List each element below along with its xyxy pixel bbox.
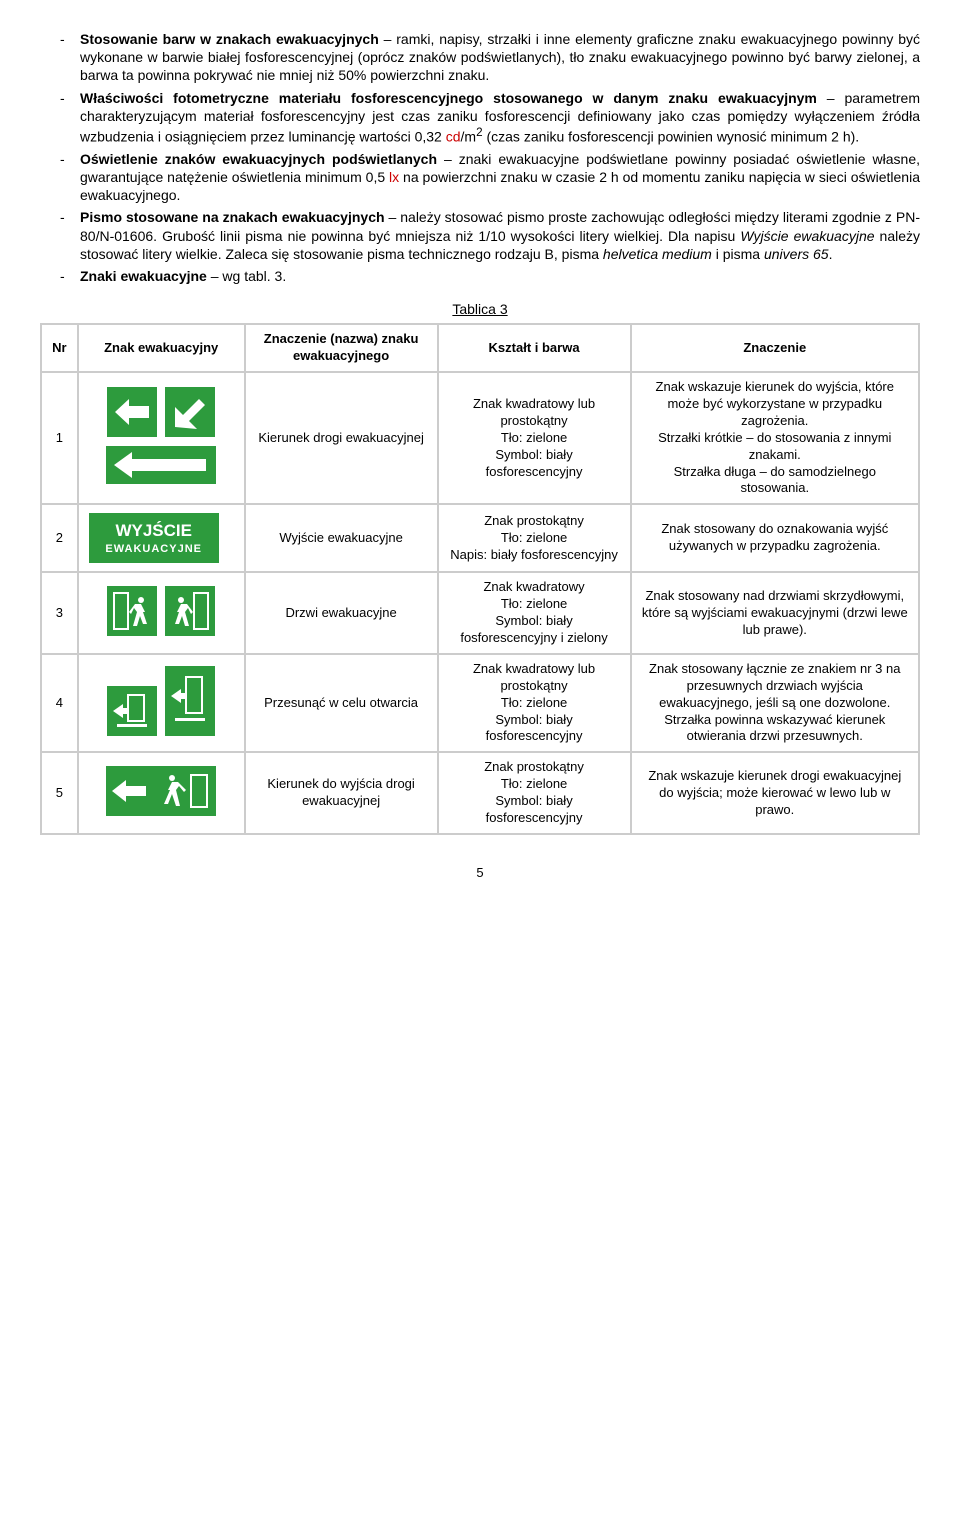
cell-name: Drzwi ewakuacyjne bbox=[246, 573, 437, 653]
cell-nr: 1 bbox=[42, 373, 77, 503]
th-nr: Nr bbox=[42, 325, 77, 371]
bullet-dash: - bbox=[60, 89, 80, 146]
table-header-row: Nr Znak ewakuacyjny Znaczenie (nazwa) zn… bbox=[42, 325, 918, 371]
cell-meaning: Znak stosowany do oznakowania wyjść używ… bbox=[632, 505, 918, 571]
bullet-title: Stosowanie barw w znakach ewakuacyjnych bbox=[80, 31, 379, 47]
bullet-item: - Znaki ewakuacyjne – wg tabl. 3. bbox=[60, 267, 920, 285]
italic-text: helvetica medium bbox=[603, 246, 712, 262]
cell-sign bbox=[79, 655, 244, 751]
table-row: 2 WYJŚCIE EWAKUACYJNE Wyjście ewakuacyjn… bbox=[42, 505, 918, 571]
table-row: 5 Kierunek do wyjścia drogi ewakuacyjnej… bbox=[42, 753, 918, 833]
italic-text: univers 65 bbox=[764, 246, 829, 262]
cell-meaning: Znak wskazuje kierunek drogi ewakuacyjne… bbox=[632, 753, 918, 833]
bullet-body: Stosowanie barw w znakach ewakuacyjnych … bbox=[80, 30, 920, 85]
door-right-sign bbox=[165, 586, 215, 636]
exit-direction-sign bbox=[106, 766, 216, 816]
th-shape: Kształt i barwa bbox=[439, 325, 630, 371]
arrow-diag-sign bbox=[165, 387, 215, 437]
bullet-title: Właściwości fotometryczne materiału fosf… bbox=[80, 90, 817, 106]
cell-nr: 3 bbox=[42, 573, 77, 653]
unit-cd: cd bbox=[446, 129, 461, 145]
slide-rect-sign bbox=[165, 666, 215, 736]
bullet-list: - Stosowanie barw w znakach ewakuacyjnyc… bbox=[40, 30, 920, 285]
bullet-item: - Stosowanie barw w znakach ewakuacyjnyc… bbox=[60, 30, 920, 85]
cell-meaning: Znak stosowany nad drzwiami skrzydłowymi… bbox=[632, 573, 918, 653]
bullet-text: /m bbox=[461, 129, 477, 145]
bullet-text: i pisma bbox=[712, 246, 764, 262]
bullet-title: Oświetlenie znaków ewakuacyjnych podświe… bbox=[80, 151, 437, 167]
cell-name: Wyjście ewakuacyjne bbox=[246, 505, 437, 571]
bullet-body: Właściwości fotometryczne materiału fosf… bbox=[80, 89, 920, 146]
bullet-dash: - bbox=[60, 30, 80, 85]
cell-meaning: Znak stosowany łącznie ze znakiem nr 3 n… bbox=[632, 655, 918, 751]
wyjscie-sign: WYJŚCIE EWAKUACYJNE bbox=[89, 513, 219, 563]
bullet-dash: - bbox=[60, 150, 80, 205]
bullet-dash: - bbox=[60, 267, 80, 285]
cell-name: Kierunek drogi ewakuacyjnej bbox=[246, 373, 437, 503]
bullet-item: - Pismo stosowane na znakach ewakuacyjny… bbox=[60, 208, 920, 263]
cell-shape: Znak prostokątnyTło: zieloneSymbol: biał… bbox=[439, 753, 630, 833]
cell-sign: WYJŚCIE EWAKUACYJNE bbox=[79, 505, 244, 571]
cell-name: Kierunek do wyjścia drogi ewakuacyjnej bbox=[246, 753, 437, 833]
bullet-title: Znaki ewakuacyjne bbox=[80, 268, 207, 284]
th-name: Znaczenie (nazwa) znaku ewakuacyjnego bbox=[246, 325, 437, 371]
cell-shape: Znak prostokątnyTło: zieloneNapis: biały… bbox=[439, 505, 630, 571]
slide-sq-sign bbox=[107, 686, 157, 736]
bullet-text: . bbox=[829, 246, 833, 262]
cell-nr: 4 bbox=[42, 655, 77, 751]
cell-shape: Znak kwadratowy lub prostokątnyTło: ziel… bbox=[439, 655, 630, 751]
arrow-long-sign bbox=[106, 446, 216, 484]
arrow-left-sign bbox=[107, 387, 157, 437]
table-row: 1 Kierunek drogi ewakuacyjnej Znak kwadr… bbox=[42, 373, 918, 503]
cell-meaning: Znak wskazuje kierunek do wyjścia, które… bbox=[632, 373, 918, 503]
table-row: 4 Przesunąć w celu otwarcia Zn bbox=[42, 655, 918, 751]
cell-nr: 5 bbox=[42, 753, 77, 833]
cell-name: Przesunąć w celu otwarcia bbox=[246, 655, 437, 751]
page-number: 5 bbox=[40, 865, 920, 882]
sign-text-2: EWAKUACYJNE bbox=[105, 542, 202, 556]
cell-nr: 2 bbox=[42, 505, 77, 571]
italic-text: Wyjście ewakuacyjne bbox=[740, 228, 874, 244]
door-left-sign bbox=[107, 586, 157, 636]
bullet-item: - Oświetlenie znaków ewakuacyjnych podśw… bbox=[60, 150, 920, 205]
bullet-text: – wg tabl. 3. bbox=[207, 268, 286, 284]
cell-sign bbox=[79, 373, 244, 503]
table-caption: Tablica 3 bbox=[40, 300, 920, 318]
th-sign: Znak ewakuacyjny bbox=[79, 325, 244, 371]
bullet-item: - Właściwości fotometryczne materiału fo… bbox=[60, 89, 920, 146]
cell-shape: Znak kwadratowyTło: zieloneSymbol: biały… bbox=[439, 573, 630, 653]
signs-table: Nr Znak ewakuacyjny Znaczenie (nazwa) zn… bbox=[40, 323, 920, 835]
cell-shape: Znak kwadratowy lub prostokątnyTło: ziel… bbox=[439, 373, 630, 503]
sign-text-1: WYJŚCIE bbox=[115, 520, 192, 542]
unit-lx: lx bbox=[389, 169, 399, 185]
cell-sign bbox=[79, 573, 244, 653]
bullet-body: Pismo stosowane na znakach ewakuacyjnych… bbox=[80, 208, 920, 263]
bullet-body: Oświetlenie znaków ewakuacyjnych podświe… bbox=[80, 150, 920, 205]
th-meaning: Znaczenie bbox=[632, 325, 918, 371]
cell-sign bbox=[79, 753, 244, 833]
bullet-title: Pismo stosowane na znakach ewakuacyjnych bbox=[80, 209, 385, 225]
bullet-dash: - bbox=[60, 208, 80, 263]
bullet-body: Znaki ewakuacyjne – wg tabl. 3. bbox=[80, 267, 920, 285]
table-row: 3 Drzwi ewakuacyjne Znak kwadr bbox=[42, 573, 918, 653]
bullet-text: (czas zaniku fosforescencji powinien wyn… bbox=[483, 129, 860, 145]
